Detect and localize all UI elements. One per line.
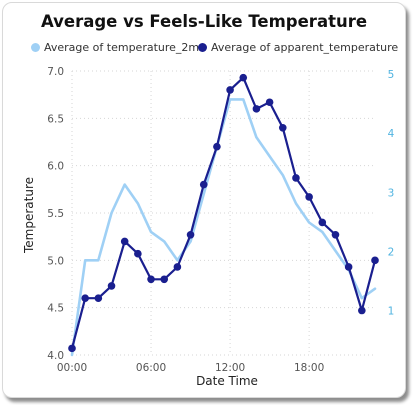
data-point-apparent <box>68 344 76 353</box>
data-point-apparent <box>81 294 89 303</box>
data-point-apparent <box>318 218 327 227</box>
secondary-y-axis-ticks: 1 2 3 4 5 <box>388 69 395 318</box>
y-axis-title: Temperature <box>22 177 36 254</box>
series-line-temperature <box>70 98 377 357</box>
x-axis-title: Date Time <box>196 374 258 388</box>
data-point-apparent <box>278 124 287 132</box>
data-point-apparent <box>173 263 182 271</box>
data-point-apparent <box>107 282 116 290</box>
y-tick-label: 4.0 <box>47 350 64 362</box>
legend-marker-temperature <box>31 43 40 52</box>
data-point-apparent <box>305 193 313 201</box>
line-chart: 4.0 4.5 5.0 5.5 6.0 6.5 7.0 1 2 3 4 5 00:00 06:00 12… <box>22 66 395 388</box>
x-tick-label: 12:00 <box>215 362 245 374</box>
y2-tick-label: 2 <box>388 246 395 258</box>
y2-tick-label: 4 <box>388 128 395 140</box>
data-point-apparent <box>292 174 300 182</box>
data-point-apparent <box>94 294 103 303</box>
y2-tick-label: 3 <box>388 187 395 199</box>
legend: Average of temperature_2m Average of app… <box>3 41 405 57</box>
x-tick-label: 00:00 <box>57 362 87 374</box>
y-tick-label: 6.5 <box>47 113 64 125</box>
legend-marker-apparent <box>198 43 207 52</box>
chart-title: Average vs Feels-Like Temperature <box>40 12 368 31</box>
data-point-apparent <box>199 180 208 189</box>
y-axis-ticks: 4.0 4.5 5.0 5.5 6.0 6.5 7.0 <box>47 66 64 362</box>
data-point-apparent <box>265 98 274 107</box>
data-point-apparent <box>331 230 340 239</box>
data-point-apparent <box>147 275 155 284</box>
data-point-apparent <box>213 142 221 151</box>
data-point-apparent <box>186 230 195 239</box>
data-point-apparent <box>134 249 142 258</box>
data-point-apparent <box>344 263 353 271</box>
y-tick-label: 5.0 <box>47 255 64 267</box>
y2-tick-label: 1 <box>388 306 395 318</box>
series-line-apparent <box>70 76 377 350</box>
y2-tick-label: 5 <box>388 69 395 81</box>
chart-card: Average vs Feels-Like Temperature Averag… <box>2 2 406 398</box>
x-axis-ticks: 00:00 06:00 12:00 18:00 <box>57 362 324 374</box>
legend-item-apparent[interactable]: Average of apparent_temperature <box>198 41 398 54</box>
legend-label-temperature: Average of temperature_2m <box>44 41 200 54</box>
y-tick-label: 6.0 <box>47 161 64 173</box>
x-tick-label: 18:00 <box>294 362 324 374</box>
data-point-apparent <box>252 105 261 113</box>
x-tick-label: 06:00 <box>136 362 166 374</box>
y-tick-label: 5.5 <box>47 208 64 220</box>
data-point-apparent <box>226 86 234 94</box>
y-tick-label: 7.0 <box>47 66 64 78</box>
data-point-apparent <box>120 237 129 246</box>
data-point-apparent <box>371 256 379 265</box>
legend-label-apparent: Average of apparent_temperature <box>211 41 399 54</box>
legend-item-temperature[interactable]: Average of temperature_2m <box>31 41 199 54</box>
data-point-apparent <box>160 275 169 284</box>
series-group <box>68 73 379 357</box>
gridlines <box>71 70 375 356</box>
y-tick-label: 4.5 <box>47 303 64 315</box>
data-point-apparent <box>358 306 366 315</box>
data-point-apparent <box>239 73 248 82</box>
